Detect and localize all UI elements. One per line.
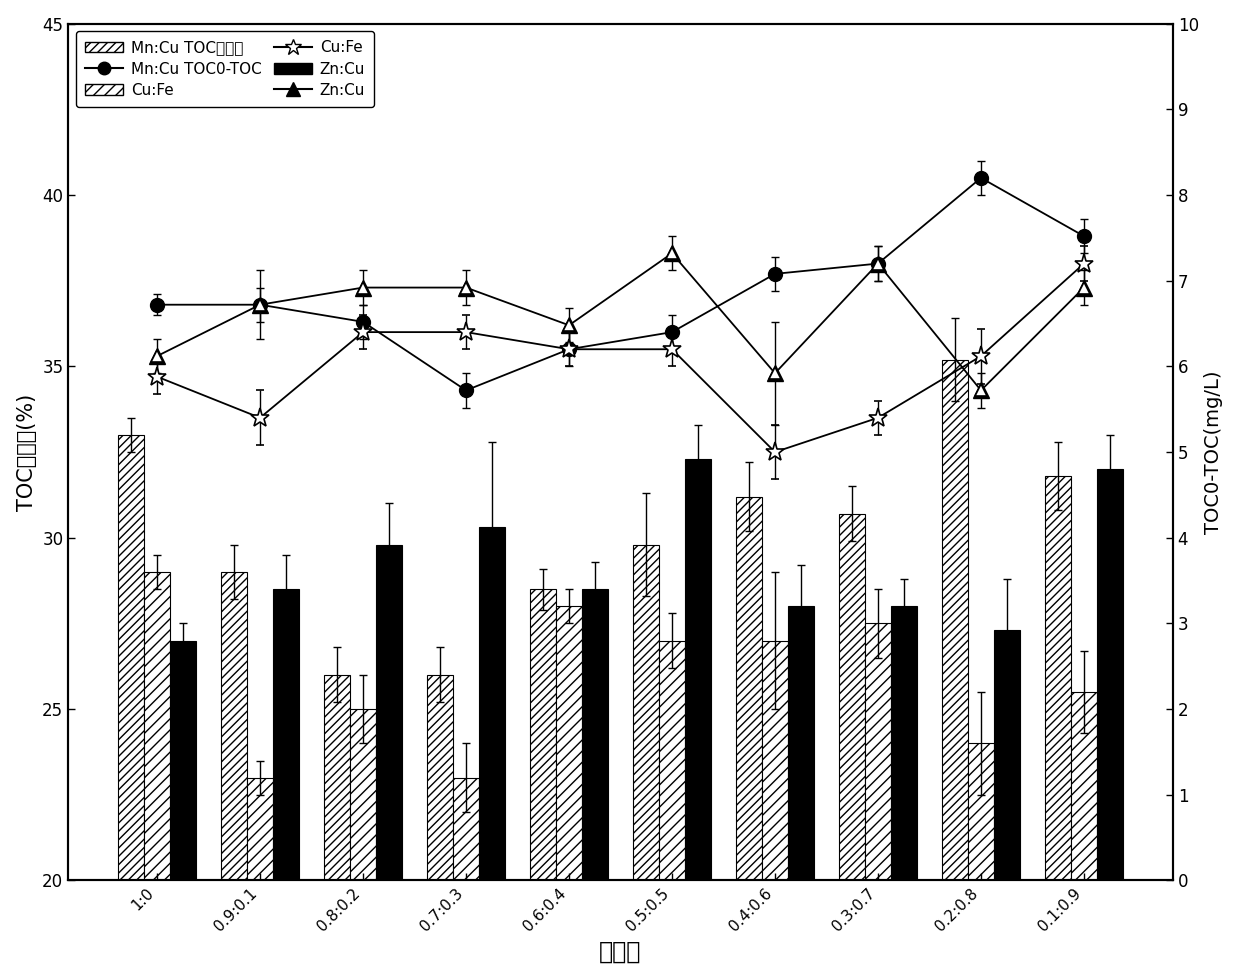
Bar (942, 360, 968, 980)
Bar (556, 607, 582, 980)
Bar (479, 527, 505, 980)
Bar (144, 572, 170, 980)
Bar (1097, 469, 1122, 980)
Bar (428, 675, 453, 980)
Bar (247, 778, 273, 980)
Bar (453, 778, 479, 980)
Bar (737, 497, 763, 980)
Bar (890, 607, 916, 980)
Bar (273, 589, 299, 980)
Bar (376, 545, 402, 980)
Bar (350, 710, 376, 980)
Bar (787, 607, 813, 980)
Bar (1071, 692, 1097, 980)
Legend: Mn:Cu TOC去除率, Mn:Cu TOC0-TOC, Cu:Fe, Cu:Fe, Zn:Cu, Zn:Cu: Mn:Cu TOC去除率, Mn:Cu TOC0-TOC, Cu:Fe, Cu:… (76, 31, 374, 107)
Bar (866, 623, 890, 980)
Bar (170, 641, 196, 980)
Bar (660, 641, 684, 980)
Bar (531, 589, 556, 980)
Bar (582, 589, 608, 980)
Bar (634, 545, 660, 980)
Bar (118, 435, 144, 980)
Y-axis label: TOC0-TOC(mg/L): TOC0-TOC(mg/L) (1204, 370, 1224, 534)
Bar (222, 572, 247, 980)
Bar (1045, 476, 1071, 980)
Bar (763, 641, 787, 980)
Bar (839, 514, 866, 980)
Y-axis label: TOC去除率(%): TOC去除率(%) (16, 393, 37, 511)
Bar (993, 630, 1019, 980)
X-axis label: 摩尔比: 摩尔比 (599, 940, 641, 963)
Bar (325, 675, 350, 980)
Bar (968, 744, 993, 980)
Bar (684, 459, 711, 980)
